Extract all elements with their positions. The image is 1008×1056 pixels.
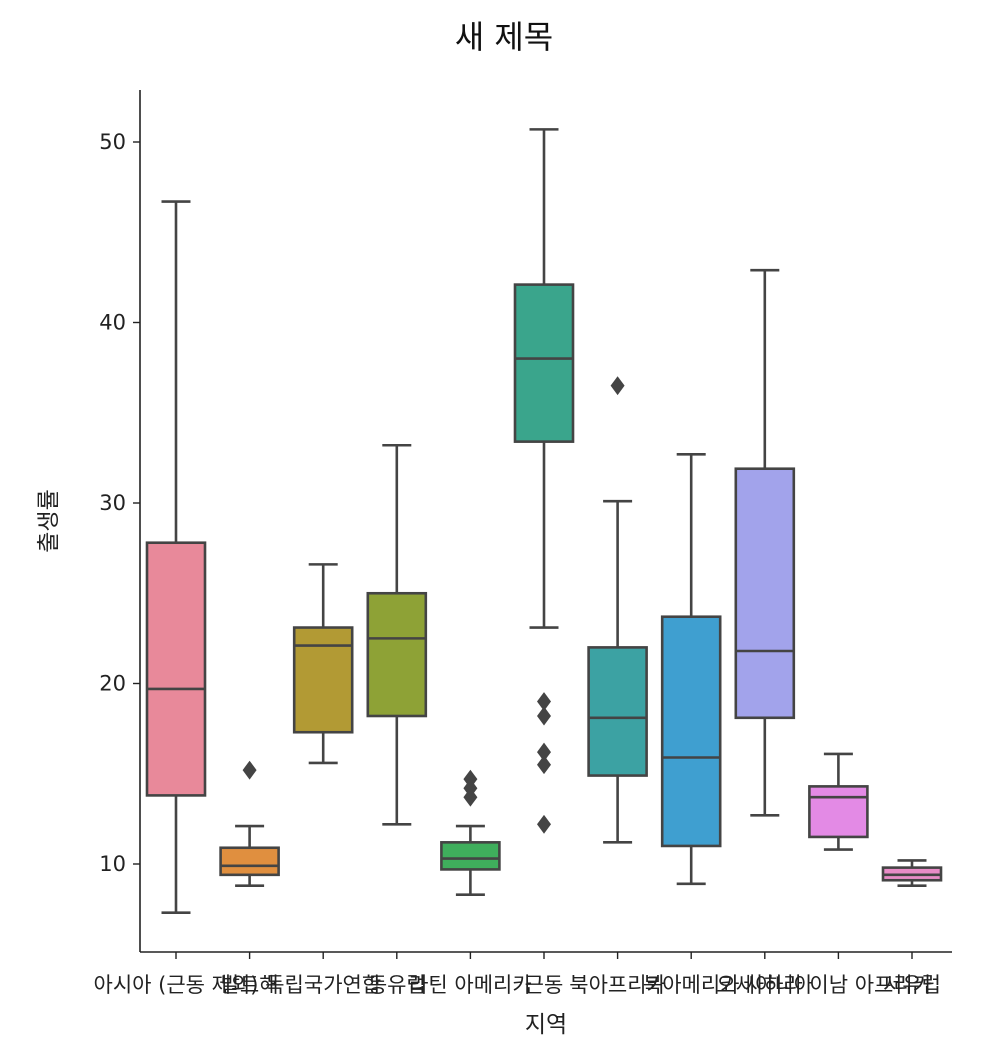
box-group	[440, 769, 501, 896]
y-tick-label: 10	[99, 852, 126, 876]
x-tick-label: 아시아 (근동 제외)	[94, 973, 259, 997]
box-group	[808, 752, 869, 851]
outlier-point	[610, 376, 625, 396]
outlier-point	[537, 706, 551, 726]
box-group	[881, 859, 943, 887]
box-iqr	[660, 615, 722, 848]
y-tick-label: 30	[99, 491, 126, 515]
y-tick-label: 40	[99, 311, 126, 335]
x-tick-label: 북아프리카	[569, 973, 666, 997]
x-axis-label: 지역	[525, 1012, 567, 1038]
x-tick-label: 라틴 아메리카	[409, 973, 532, 997]
y-axis-ticks: 10 20 30 40 50	[99, 130, 140, 876]
box-iqr	[145, 541, 207, 797]
x-tick-label: 발트해	[221, 973, 279, 997]
outlier-point	[463, 769, 478, 789]
y-tick-label: 50	[99, 130, 126, 154]
box-group	[145, 200, 207, 915]
y-axis-label: 출생률	[36, 489, 62, 552]
plot-area	[145, 128, 943, 915]
box-iqr	[440, 841, 501, 871]
box-group	[366, 443, 428, 826]
box-iqr	[366, 591, 428, 718]
box-iqr	[292, 626, 354, 734]
outlier-point	[242, 760, 257, 780]
box-iqr	[734, 467, 796, 720]
box-iqr	[587, 646, 648, 777]
box-group	[587, 376, 648, 844]
box-group	[734, 268, 796, 817]
x-tick-label: 서유럽	[883, 973, 941, 997]
x-tick-label: 북아메리카	[643, 973, 740, 997]
y-tick-label: 20	[99, 672, 126, 696]
box-iqr	[513, 283, 575, 443]
box-group	[219, 760, 280, 887]
box-iqr	[219, 846, 280, 877]
outlier-point	[537, 755, 551, 775]
chart-title: 새 제목	[455, 18, 554, 56]
outlier-point	[537, 742, 551, 762]
box-group	[513, 128, 575, 834]
x-tick-label: 동유럽	[368, 973, 426, 997]
outlier-point	[537, 814, 551, 834]
box-iqr	[808, 785, 869, 839]
box-group	[292, 563, 354, 765]
box-group	[660, 452, 722, 886]
x-tick-label: 오세아니아	[716, 973, 813, 997]
outlier-point	[537, 692, 551, 711]
x-tick-label: 독립국가연합	[265, 973, 381, 997]
x-tick-label: 사하라 이남 아프리카	[745, 973, 932, 997]
x-tick-label: 근동	[525, 973, 564, 997]
